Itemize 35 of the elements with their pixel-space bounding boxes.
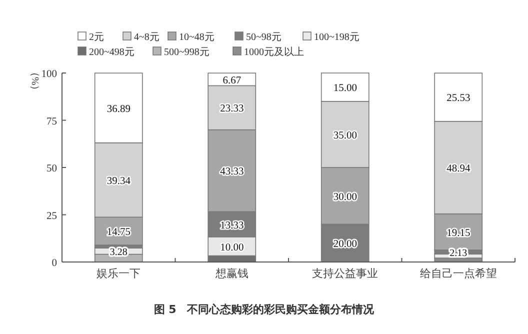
data-label: 39.34 (106, 176, 132, 187)
data-label: 19.15 (446, 228, 470, 239)
legend-label: 4~8元 (134, 32, 160, 43)
data-label: 14.75 (106, 227, 130, 238)
y-tick-label: 0 (52, 258, 57, 269)
data-label: 15.00 (333, 83, 357, 94)
legend-label: 100~198元 (314, 32, 360, 43)
legend-label: 2元 (89, 32, 104, 43)
data-label: 20.00 (333, 239, 357, 250)
data-label: 13.33 (220, 220, 244, 232)
data-label: 36.89 (106, 104, 130, 115)
x-tick-label: 支持公益事业 (312, 267, 378, 280)
data-label: 3.28 (110, 247, 128, 258)
y-tick-label: 25 (46, 210, 57, 222)
data-label: 43.33 (220, 166, 244, 178)
y-tick-label: 50 (46, 164, 57, 174)
data-label: 35.00 (333, 130, 357, 142)
legend-label: 200~498元 (89, 47, 134, 58)
data-label: 30.00 (333, 192, 357, 203)
x-tick-label: 给自己一点希望 (420, 267, 497, 280)
legend-label: 50~98元 (246, 32, 282, 43)
data-label: 25.53 (446, 93, 470, 104)
x-tick-label: 想赢钱 (214, 267, 248, 280)
data-label: 48.94 (446, 164, 471, 175)
y-tick-label: 75 (46, 116, 57, 128)
data-label: 6.67 (222, 75, 242, 86)
legend-label: 1000元及以上 (244, 46, 304, 58)
data-label: 23.33 (220, 104, 244, 115)
legend-label: 10~48元 (179, 32, 214, 43)
legend-label: 500~998元 (164, 47, 210, 58)
y-axis-title: （%） (29, 66, 40, 96)
data-label: 10.00 (220, 242, 244, 254)
text: 图 5 不同心态购彩的彩民购买金额分布情况 (154, 303, 376, 316)
x-tick-label: 娱乐一下 (96, 267, 141, 280)
y-tick-label: 100 (41, 69, 57, 80)
